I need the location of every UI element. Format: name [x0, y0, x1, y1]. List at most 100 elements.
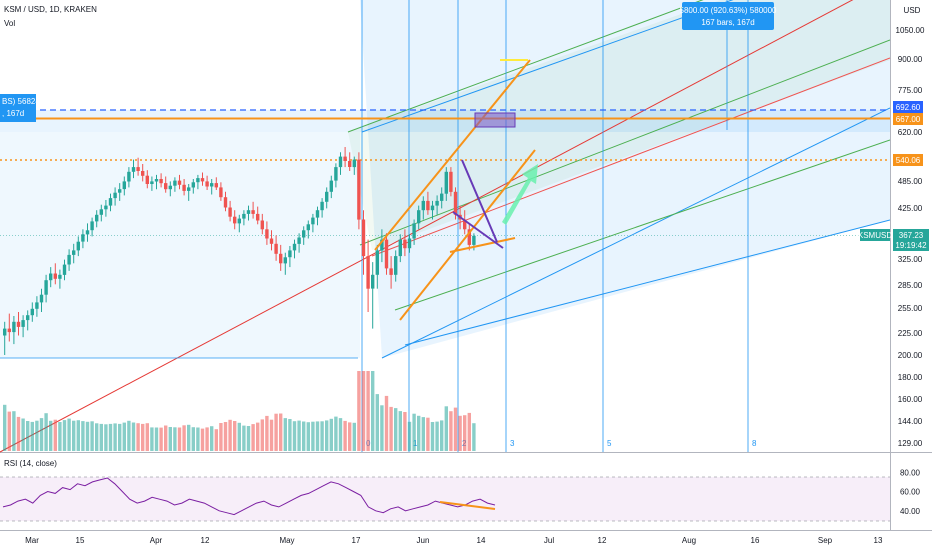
price-tick: 775.00	[898, 86, 923, 95]
volume-bar	[329, 418, 333, 451]
candle	[21, 315, 25, 338]
pitchfork-zone-inner	[348, 0, 890, 250]
candle	[99, 204, 103, 222]
candle	[35, 296, 39, 317]
price-tick: 255.00	[898, 304, 923, 313]
badge-692[interactable]: 692.60	[893, 101, 923, 113]
badge-540[interactable]: 540.06	[893, 154, 923, 166]
candle	[283, 252, 287, 275]
candle	[292, 239, 297, 259]
fib-time-label: 5	[607, 439, 612, 448]
volume-bar	[12, 411, 16, 451]
time-tick: Aug	[682, 536, 696, 545]
candle	[108, 193, 113, 212]
candle	[444, 167, 448, 201]
volume-bar	[311, 421, 315, 451]
candle	[361, 210, 366, 275]
candle	[228, 200, 232, 222]
volume-bar	[154, 427, 159, 451]
volume-bar	[67, 418, 71, 451]
volume-bar	[449, 411, 453, 451]
candle	[251, 201, 255, 219]
volume-bar	[242, 425, 246, 451]
candle	[200, 172, 205, 186]
price-tick: 620.00	[898, 128, 923, 137]
badge-667[interactable]: 667.00	[893, 113, 923, 125]
time-axis[interactable]: Mar 15 Apr 12 May 17 Jun 14 Jul 12 Aug 16 Sep 13	[25, 536, 883, 545]
time-tick: Jun	[417, 536, 430, 545]
candle	[394, 250, 398, 282]
candle	[325, 187, 329, 209]
measure-line1: 5800.00 (920.63%) 580000	[680, 6, 778, 15]
price-tick: 225.00	[898, 329, 923, 338]
candle	[191, 179, 195, 194]
candle	[150, 176, 154, 191]
volume-bar	[444, 406, 448, 451]
volume-bar	[187, 424, 191, 451]
volume-bar	[16, 416, 21, 451]
volume-bar	[256, 422, 260, 451]
volume-bar	[380, 405, 384, 451]
volume-bar	[141, 423, 145, 451]
volume-bar	[343, 420, 347, 451]
price-tick: 900.00	[898, 55, 923, 64]
candle	[122, 176, 126, 196]
volume-bar	[467, 412, 471, 451]
rsi-axis[interactable]: 80.00 60.00 40.00	[900, 468, 921, 516]
main-pane[interactable]	[0, 0, 890, 452]
volume-bar	[348, 422, 352, 451]
volume-bar	[164, 425, 168, 451]
volume-bar	[21, 418, 25, 451]
time-tick: 16	[751, 536, 760, 545]
volume-bar	[435, 421, 439, 451]
candle	[53, 263, 57, 285]
volume-bar	[265, 415, 269, 451]
candle	[375, 244, 379, 289]
left-measure-badge[interactable]: BS) 56824 , 167d	[0, 94, 40, 122]
projection-arrow	[502, 164, 538, 225]
candle	[279, 244, 283, 271]
rsi-pane[interactable]	[0, 453, 890, 530]
volume-bar	[302, 421, 306, 451]
volume-bar	[417, 415, 421, 451]
candle	[421, 196, 425, 220]
candle	[159, 173, 163, 188]
candle	[219, 182, 223, 201]
candle	[72, 243, 76, 264]
last-price-badge[interactable]: KSMUSD 367.23 19:19:42	[858, 229, 929, 251]
candle	[311, 213, 315, 233]
measure-badge[interactable]: 5800.00 (920.63%) 580000 167 bars, 167d	[680, 2, 778, 30]
candle	[67, 249, 71, 271]
candle	[389, 256, 393, 289]
svg-text:367.23: 367.23	[899, 231, 924, 240]
volume-bar	[196, 427, 200, 451]
candle	[417, 205, 421, 230]
volume-bar	[44, 413, 48, 451]
volume-bar	[279, 413, 283, 451]
volume-bar	[205, 427, 209, 451]
price-axis[interactable]: 1050.00 900.00 775.00 620.00 485.00 425.00 325…	[896, 26, 925, 448]
candle	[12, 316, 16, 345]
candle	[90, 217, 94, 237]
candle	[260, 213, 264, 235]
candle	[196, 174, 200, 190]
svg-text:692.60: 692.60	[896, 103, 921, 112]
volume-bar	[177, 427, 182, 451]
candle	[407, 234, 412, 253]
volume-bar	[150, 427, 154, 451]
volume-bar	[95, 423, 99, 451]
time-tick: May	[279, 536, 294, 545]
volume-bar	[292, 421, 297, 451]
symbol-title[interactable]: KSM / USD, 1D, KRAKEN	[4, 5, 97, 14]
candle	[39, 288, 44, 312]
price-tick: 325.00	[898, 255, 923, 264]
drawings	[374, 59, 536, 321]
volume-bar	[334, 416, 338, 451]
rsi-band	[0, 477, 890, 521]
candles	[3, 147, 476, 355]
volume-bar	[338, 418, 343, 451]
volume-bar	[113, 423, 117, 451]
volume-bar	[136, 423, 140, 451]
candle	[256, 206, 260, 225]
